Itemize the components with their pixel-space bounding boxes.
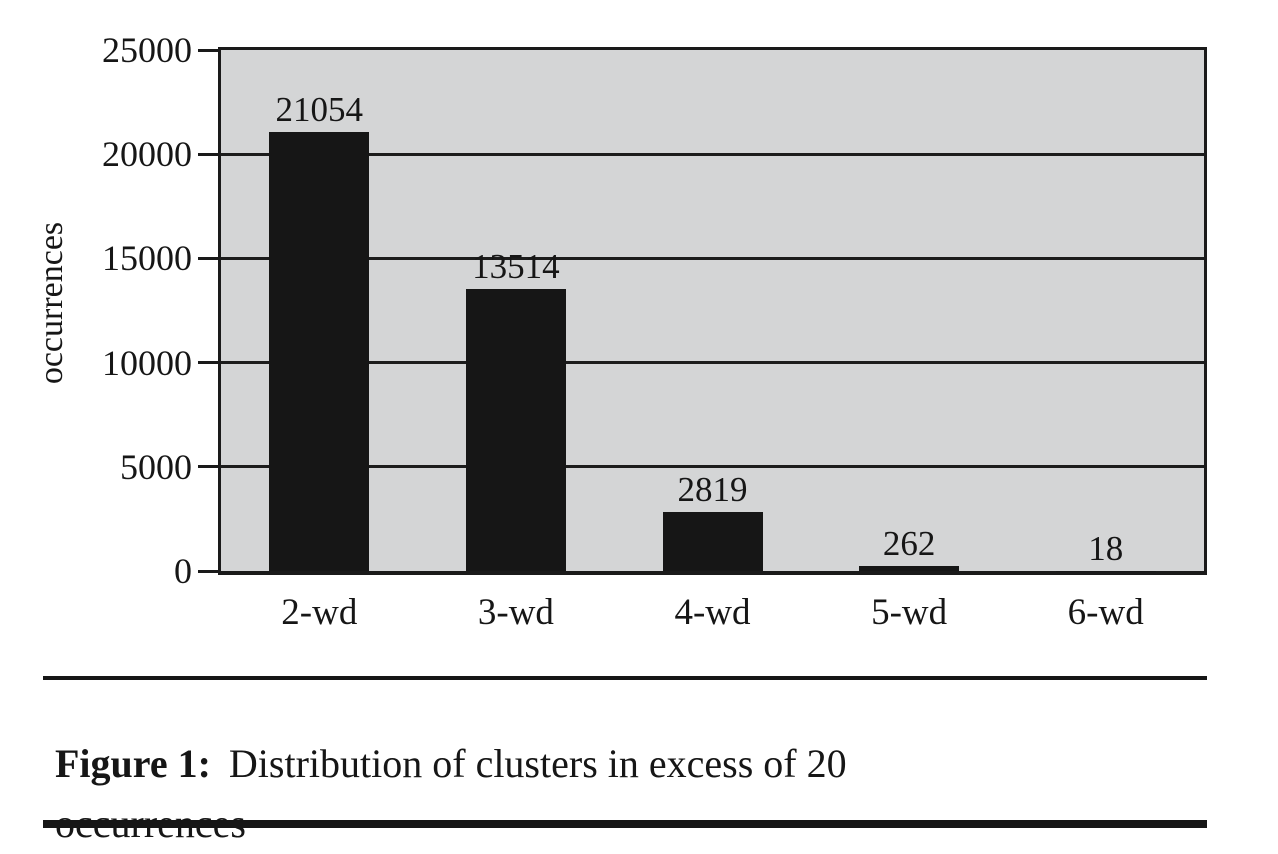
bar xyxy=(859,566,959,571)
bar-value-label: 18 xyxy=(1088,531,1123,566)
y-axis-tick xyxy=(198,257,218,260)
x-axis-tick-label: 6-wd xyxy=(1068,593,1144,634)
y-axis-tick-label: 10000 xyxy=(0,343,192,383)
x-axis-tick-label: 4-wd xyxy=(674,593,750,634)
plot-area: 21054 13514 2819 262 18 xyxy=(218,47,1207,575)
y-axis-tick xyxy=(198,361,218,364)
x-axis-tick-label: 3-wd xyxy=(478,593,554,634)
y-axis-tick-label: 20000 xyxy=(0,134,192,174)
bar-value-label: 13514 xyxy=(472,249,560,284)
bar-value-label: 2819 xyxy=(678,472,748,507)
x-axis-tick-label: 2-wd xyxy=(281,593,357,634)
y-axis-tick xyxy=(198,570,218,573)
y-axis-tick-label: 5000 xyxy=(0,447,192,487)
y-axis-tick xyxy=(198,465,218,468)
bar-value-label: 262 xyxy=(883,526,936,561)
caption-rule-bottom xyxy=(43,820,1207,828)
y-axis-tick-label: 0 xyxy=(0,551,192,591)
x-axis-tick-label: 5-wd xyxy=(871,593,947,634)
y-axis-tick xyxy=(198,49,218,52)
figure-caption: Figure 1:Distribution of clusters in exc… xyxy=(55,734,1155,854)
figure-caption-label: Figure 1: xyxy=(55,741,229,786)
y-axis-tick xyxy=(198,153,218,156)
caption-rule-top xyxy=(43,676,1207,680)
y-axis-tick-label: 25000 xyxy=(0,30,192,70)
figure-caption-line1: Distribution of clusters in excess of 20 xyxy=(229,741,847,786)
bar xyxy=(466,289,566,571)
y-axis-tick-label: 15000 xyxy=(0,238,192,278)
bar-value-label: 21054 xyxy=(276,92,364,127)
bar xyxy=(269,132,369,571)
bar xyxy=(663,512,763,571)
